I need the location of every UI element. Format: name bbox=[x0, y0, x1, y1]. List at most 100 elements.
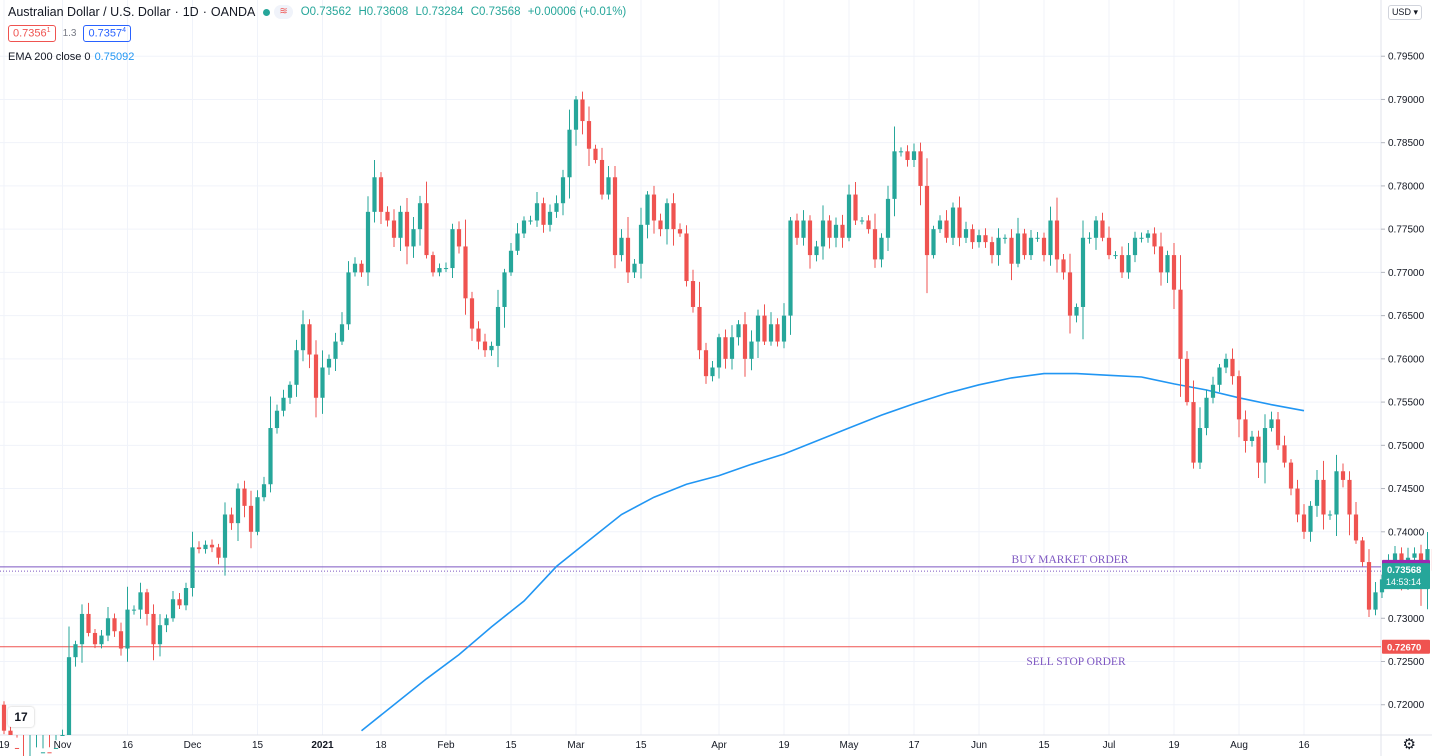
change-value: +0.00006 (+0.01%) bbox=[527, 6, 627, 18]
candle bbox=[521, 216, 527, 239]
ema-value: 0.75092 bbox=[94, 51, 135, 63]
candle bbox=[190, 531, 195, 597]
candle-body bbox=[775, 324, 780, 342]
candle bbox=[697, 281, 702, 360]
candle-body bbox=[931, 229, 936, 256]
candle bbox=[60, 729, 65, 736]
candle bbox=[469, 291, 475, 341]
symbol-name[interactable]: Australian Dollar / U.S. Dollar bbox=[8, 5, 171, 19]
candle bbox=[833, 217, 839, 248]
candle-body bbox=[1100, 220, 1105, 238]
candle-body bbox=[866, 220, 871, 230]
candle bbox=[281, 389, 286, 417]
candle-body bbox=[60, 735, 65, 736]
time-tick-label: 2021 bbox=[311, 740, 334, 751]
candle-body bbox=[599, 159, 605, 195]
candle bbox=[112, 613, 117, 637]
candle bbox=[320, 350, 325, 414]
candle bbox=[430, 251, 436, 277]
interval-label[interactable]: 1D bbox=[182, 5, 199, 19]
candle-body bbox=[632, 263, 637, 273]
candle bbox=[619, 229, 624, 262]
ema-legend[interactable]: EMA 200 close 0 0.75092 bbox=[8, 51, 134, 63]
candle-body bbox=[541, 203, 546, 225]
buy-price-button[interactable]: 0.73574 bbox=[83, 25, 132, 42]
candle-body bbox=[1353, 514, 1359, 541]
bid-ask-panel: 0.73561 1.3 0.73574 bbox=[8, 25, 132, 42]
candle-body bbox=[1275, 419, 1281, 446]
price-tick-label: 0.75500 bbox=[1388, 398, 1425, 409]
spread-value: 1.3 bbox=[62, 27, 77, 39]
currency-select[interactable]: USD ▾ bbox=[1387, 5, 1422, 20]
candle-body bbox=[177, 599, 182, 606]
candle-body bbox=[508, 250, 514, 273]
candle-body bbox=[1041, 237, 1047, 256]
candle bbox=[1165, 250, 1170, 284]
candle bbox=[586, 106, 592, 167]
candle-body bbox=[1, 704, 7, 731]
candle-body bbox=[164, 618, 169, 626]
candle-body bbox=[1223, 358, 1229, 368]
candle-body bbox=[872, 229, 878, 260]
candle-body bbox=[892, 151, 897, 199]
sell-price-tag bbox=[1382, 639, 1430, 654]
candle-body bbox=[391, 220, 397, 238]
candle bbox=[359, 260, 364, 277]
candle-body bbox=[1373, 592, 1378, 610]
price-tick-label: 0.77500 bbox=[1388, 225, 1425, 236]
candle-body bbox=[105, 618, 111, 636]
candle bbox=[937, 215, 943, 233]
candle bbox=[398, 205, 403, 251]
candle-body bbox=[1347, 479, 1352, 515]
candle bbox=[482, 333, 488, 357]
candle bbox=[1230, 348, 1235, 385]
candle bbox=[541, 197, 546, 233]
candle bbox=[138, 582, 143, 619]
candle-body bbox=[125, 609, 130, 649]
candle-body bbox=[521, 220, 527, 234]
candle-body bbox=[716, 337, 722, 368]
candle bbox=[1002, 234, 1008, 244]
candle-body bbox=[645, 194, 650, 225]
time-tick-label: 16 bbox=[1298, 740, 1310, 751]
candle bbox=[86, 602, 91, 637]
sell-price-button[interactable]: 0.73561 bbox=[8, 25, 56, 42]
candle-body bbox=[8, 730, 13, 735]
candle bbox=[898, 147, 904, 157]
candle bbox=[853, 182, 858, 226]
price-tick-label: 0.79500 bbox=[1388, 52, 1425, 63]
candle bbox=[92, 628, 98, 649]
candle bbox=[404, 198, 410, 265]
candle-body bbox=[794, 220, 800, 238]
candle bbox=[625, 217, 631, 284]
logo-text: 17 bbox=[14, 710, 28, 724]
candle-body bbox=[580, 99, 585, 122]
buy-order-label: BUY MARKET ORDER bbox=[1012, 554, 1129, 566]
indicator-toggle-button[interactable]: ≋ bbox=[274, 5, 293, 19]
candle bbox=[1087, 232, 1092, 244]
candle-body bbox=[1210, 384, 1216, 398]
candle-body bbox=[326, 358, 332, 368]
candle-body bbox=[79, 613, 85, 645]
candle bbox=[879, 233, 884, 268]
candle-body bbox=[1113, 255, 1118, 257]
candle-body bbox=[781, 315, 787, 342]
candle-body bbox=[736, 324, 741, 338]
ask-pip: 4 bbox=[122, 27, 127, 34]
candle bbox=[502, 268, 507, 328]
bar-countdown-label: 14:53:14 bbox=[1386, 577, 1421, 587]
candle-body bbox=[671, 203, 676, 230]
tradingview-logo[interactable]: 17 bbox=[8, 707, 34, 727]
candle-body bbox=[346, 272, 351, 325]
candle bbox=[391, 209, 397, 248]
candle bbox=[1210, 376, 1216, 404]
gear-icon[interactable]: ⚙ bbox=[1402, 736, 1416, 753]
time-tick-label: May bbox=[840, 740, 859, 751]
candle bbox=[801, 210, 806, 246]
candle bbox=[580, 91, 585, 135]
candle-body bbox=[1106, 237, 1112, 256]
candle-body bbox=[92, 632, 98, 645]
candle-body bbox=[651, 194, 657, 221]
